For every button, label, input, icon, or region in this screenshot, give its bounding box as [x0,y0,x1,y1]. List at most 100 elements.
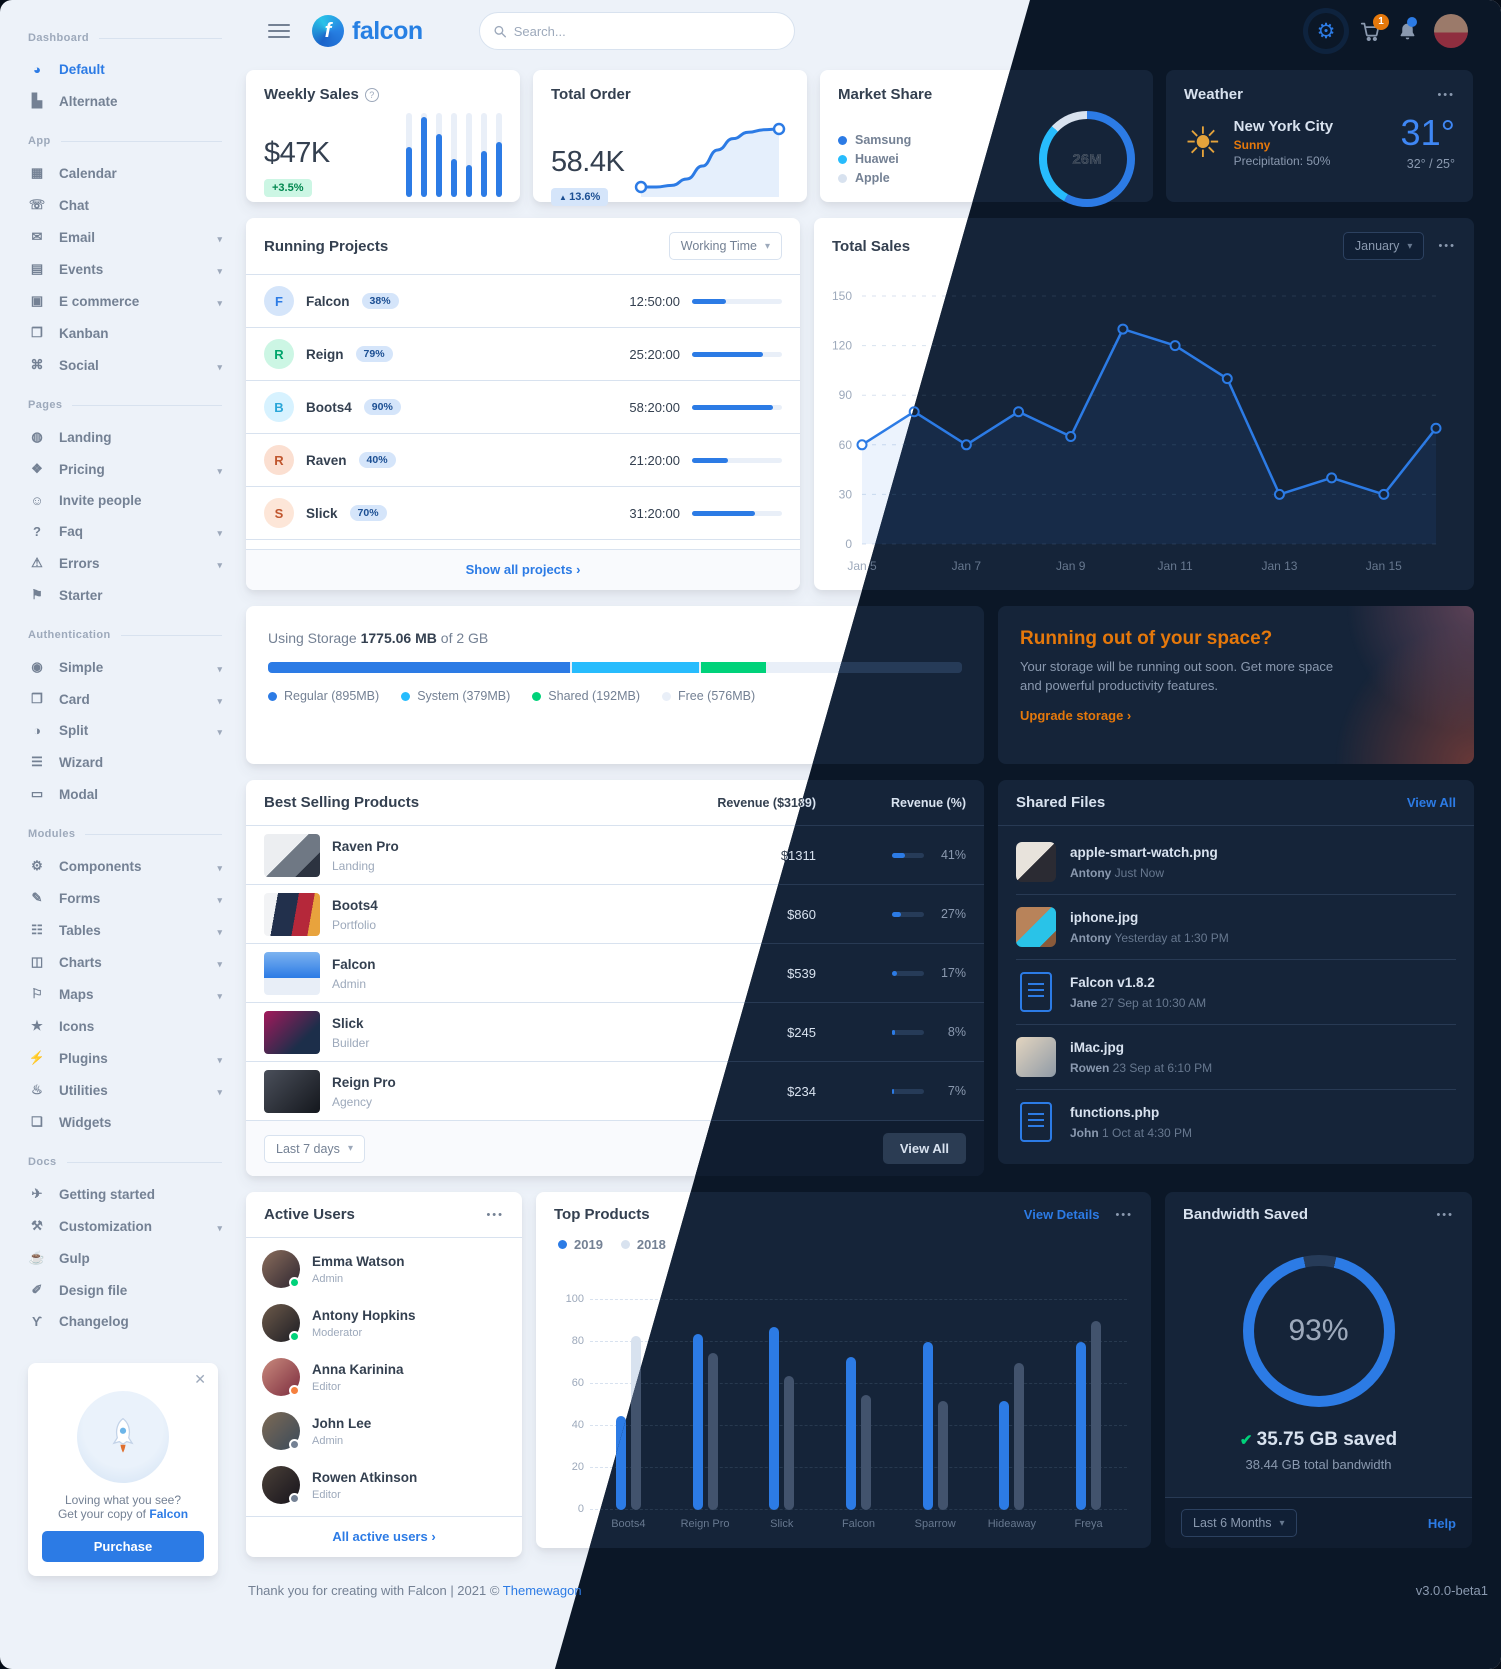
user-avatar[interactable] [1434,14,1468,48]
bars [922,1342,948,1510]
sidebar-item-kanban[interactable]: ❐ Kanban [28,317,222,349]
sidebar-item-invite-people[interactable]: ☺ Invite people [28,485,222,516]
sidebar-item-utilities[interactable]: ♨ Utilities [28,1074,222,1106]
sidebar-item-chat[interactable]: ☏ Chat [28,189,222,221]
project-name-link[interactable]: Reign [306,346,344,362]
sidebar-item-calendar[interactable]: ▦ Calendar [28,157,222,189]
product-name-link[interactable]: Slick [332,1015,364,1031]
sidebar-item-getting-started[interactable]: ✈ Getting started [28,1178,222,1210]
card-menu-icon[interactable] [1437,89,1455,101]
revenue-progress-fill [892,1029,895,1035]
project-name-link[interactable]: Falcon [306,293,350,309]
view-details-link[interactable]: View Details [1023,1207,1100,1222]
sidebar-item-plugins[interactable]: ⚡ Plugins [28,1042,222,1074]
search-field[interactable] [513,23,780,39]
product-name-link[interactable]: Reign Pro [332,1074,396,1090]
period-select[interactable]: Last 7 days [264,1134,365,1163]
chevron-down-icon [217,955,222,970]
sidebar-item-pricing[interactable]: ❖ Pricing [28,453,222,485]
file-name-link[interactable]: iMac.jpg [1070,1040,1125,1055]
card-menu-icon[interactable] [1438,240,1456,252]
sidebar-item-modal[interactable]: ▭ Modal [28,778,222,810]
info-icon[interactable] [364,87,379,102]
product-name-link[interactable]: Raven Pro [332,838,399,854]
months-select[interactable]: Last 6 Months [1181,1509,1297,1537]
legend-item-2019[interactable]: 2019 [558,1237,603,1252]
sidebar-item-widgets[interactable]: ❏ Widgets [28,1106,222,1138]
product-name-link[interactable]: Boots4 [332,897,378,913]
sidebar-item-email[interactable]: ✉ Email [28,221,222,253]
file-name-link[interactable]: functions.php [1070,1105,1160,1120]
product-name-link[interactable]: Falcon [332,956,376,972]
hamburger-menu-icon[interactable] [268,24,290,38]
user-name-link[interactable]: John Lee [312,1416,372,1431]
layers-icon: ☰ [31,754,43,769]
sidebar-item-customization[interactable]: ⚒ Customization [28,1210,222,1242]
user-name-link[interactable]: Antony Hopkins [312,1308,416,1323]
sidebar-item-simple[interactable]: ◉ Simple [28,651,222,683]
card-menu-icon[interactable] [1436,1209,1454,1221]
sidebar-item-e-commerce[interactable]: ▣ E commerce [28,285,222,317]
purchase-button[interactable]: Purchase [42,1531,204,1562]
project-name-link[interactable]: Slick [306,505,338,521]
card-menu-icon[interactable] [486,1209,504,1221]
sidebar-item-changelog[interactable]: ϒ Changelog [28,1306,222,1337]
project-name-link[interactable]: Boots4 [306,399,352,415]
sidebar-item-split[interactable]: ◑ Split [28,715,222,746]
month-select[interactable]: January [1342,232,1425,260]
working-time-select[interactable]: Working Time [668,232,782,260]
revenue-progress-bar [892,970,924,976]
sidebar-item-social[interactable]: ⌘ Social [28,349,222,381]
all-active-users-link[interactable]: All active users [332,1529,435,1544]
y-tick-label: 20 [571,1461,584,1473]
project-time: 31:20:00 [629,505,680,521]
settings-gear-icon[interactable]: ⚙ [1308,13,1344,49]
weather-condition: Sunny [1233,138,1271,152]
sidebar-item-alternate[interactable]: ▙ Alternate [28,85,222,117]
show-all-projects-link[interactable]: Show all projects [466,562,581,577]
legend-item-2018[interactable]: 2018 [620,1237,666,1252]
bandwidth-donut-chart: 93% [1242,1255,1395,1407]
falcon-link[interactable]: Falcon [149,1507,189,1521]
sidebar-item-starter[interactable]: ⚑ Starter [28,579,222,611]
sidebar-item-charts[interactable]: ◫ Charts [28,946,222,978]
close-icon[interactable]: ✕ [194,1371,206,1387]
sidebar-item-icons[interactable]: ★ Icons [28,1010,222,1042]
search-input[interactable] [478,12,795,50]
sidebar-item-card[interactable]: ❒ Card [28,683,222,715]
file-name-link[interactable]: Falcon v1.8.2 [1070,975,1155,990]
sidebar-item-components[interactable]: ⚙ Components [28,850,222,882]
upgrade-storage-link[interactable]: Upgrade storage [1020,708,1131,723]
promo-card: ✕ Loving what you see? Get your copy of … [28,1363,218,1576]
file-name-link[interactable]: iphone.jpg [1070,910,1139,925]
bar-2019 [615,1415,626,1510]
sidebar-item-tables[interactable]: ☷ Tables [28,914,222,946]
sidebar-item-wizard[interactable]: ☰ Wizard [28,746,222,778]
sidebar-item-errors[interactable]: ⚠ Errors [28,547,222,579]
file-name-link[interactable]: apple-smart-watch.png [1070,845,1218,860]
sidebar-item-faq[interactable]: ? Faq [28,516,222,547]
card-menu-icon[interactable] [1115,1209,1133,1221]
svg-text:Jan 11: Jan 11 [1158,559,1193,573]
sidebar-item-landing[interactable]: ◍ Landing [28,421,222,453]
falcon-logo[interactable]: f falcon [312,15,423,47]
sidebar-item-forms[interactable]: ✎ Forms [28,882,222,914]
user-name-link[interactable]: Emma Watson [312,1254,405,1269]
sidebar-item-label: Tables [59,922,101,938]
sidebar-item-events[interactable]: ▤ Events [28,253,222,285]
sidebar-item-maps[interactable]: ⚐ Maps [28,978,222,1010]
cart-icon[interactable]: 1 [1360,13,1389,42]
sidebar-item-design-file[interactable]: ✐ Design file [28,1274,222,1306]
user-name-link[interactable]: Anna Karinina [312,1362,404,1377]
view-all-link[interactable]: View All [1406,795,1456,810]
project-name-link[interactable]: Raven [306,452,347,468]
x-tick-label: Slick [770,1518,794,1530]
sidebar-item-gulp[interactable]: ☕ Gulp [28,1242,222,1274]
notifications-bell-icon[interactable] [1397,16,1418,42]
help-link[interactable]: Help [1427,1515,1456,1531]
split-icon: ◑ [33,723,41,738]
user-name-link[interactable]: Rowen Atkinson [312,1470,418,1485]
view-all-button[interactable]: View All [882,1133,966,1164]
themewagon-link[interactable]: Themewagon [502,1583,582,1598]
sidebar-item-default[interactable]: ◕ Default [28,54,222,85]
